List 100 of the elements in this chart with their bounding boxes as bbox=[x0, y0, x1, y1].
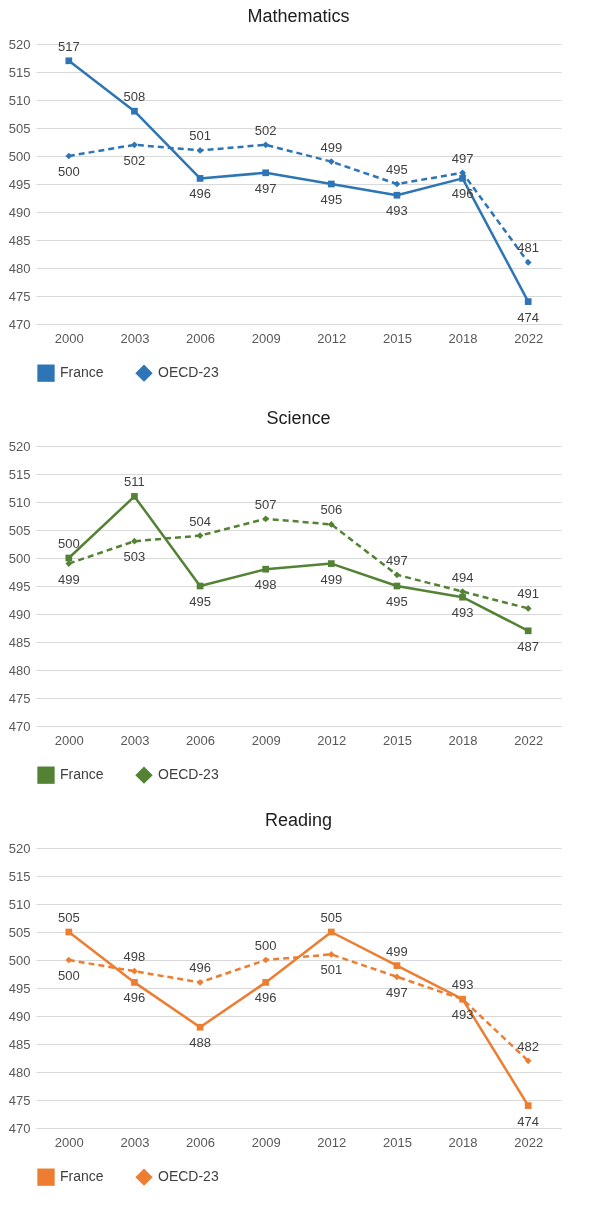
y-tick-label: 505 bbox=[8, 522, 31, 538]
data-label: 500 bbox=[57, 164, 80, 179]
data-label: 501 bbox=[320, 962, 343, 978]
point bbox=[393, 180, 401, 188]
x-tick-label: 2018 bbox=[448, 330, 478, 346]
y-tick-label: 490 bbox=[8, 1008, 31, 1024]
y-tick-label: 470 bbox=[8, 316, 31, 332]
point bbox=[262, 515, 270, 523]
data-label: 499 bbox=[320, 571, 343, 587]
y-tick-label: 475 bbox=[8, 690, 31, 706]
y-tick-label: 470 bbox=[8, 718, 31, 734]
data-label: 501 bbox=[189, 128, 211, 144]
x-tick-label: 2009 bbox=[251, 330, 281, 346]
point bbox=[131, 493, 138, 500]
y-tick-label: 500 bbox=[8, 148, 31, 164]
point bbox=[65, 560, 73, 567]
x-tick-label: 2006 bbox=[186, 1134, 216, 1150]
point bbox=[327, 951, 335, 958]
y-tick-label: 510 bbox=[8, 92, 31, 108]
y-tick-label: 495 bbox=[8, 980, 31, 996]
point bbox=[327, 560, 335, 567]
data-label: 503 bbox=[123, 549, 146, 565]
point bbox=[131, 967, 138, 975]
x-tick-label: 2003 bbox=[120, 330, 150, 346]
point bbox=[459, 588, 466, 595]
point bbox=[393, 962, 401, 969]
data-label: 507 bbox=[254, 496, 277, 512]
legend-label: OECD-23 bbox=[158, 1168, 219, 1185]
point bbox=[524, 1102, 532, 1109]
point bbox=[131, 141, 138, 149]
point bbox=[196, 147, 204, 154]
x-tick-label: 2000 bbox=[54, 1134, 84, 1150]
x-tick-label: 2006 bbox=[186, 732, 216, 748]
x-tick-label: 2015 bbox=[382, 1134, 412, 1150]
data-label: 497 bbox=[386, 984, 408, 1000]
point bbox=[196, 1023, 204, 1031]
data-label: 493 bbox=[451, 977, 474, 993]
y-tick-label: 515 bbox=[8, 64, 31, 80]
y-tick-label: 510 bbox=[8, 896, 31, 912]
y-tick-label: 500 bbox=[8, 550, 31, 566]
data-label: 474 bbox=[517, 1113, 540, 1129]
point bbox=[524, 605, 532, 612]
data-label: 502 bbox=[254, 122, 277, 138]
legend-label: OECD-23 bbox=[158, 364, 219, 381]
y-tick-label: 485 bbox=[8, 232, 31, 248]
data-label: 500 bbox=[254, 938, 277, 953]
y-tick-label: 520 bbox=[8, 840, 31, 856]
y-tick-label: 475 bbox=[8, 288, 31, 304]
chart-title: Reading bbox=[264, 810, 333, 830]
point bbox=[393, 973, 401, 981]
y-tick-label: 485 bbox=[8, 634, 31, 650]
point bbox=[65, 956, 73, 964]
data-label: 496 bbox=[189, 960, 211, 976]
point bbox=[65, 152, 73, 160]
data-label: 487 bbox=[517, 638, 540, 654]
point bbox=[459, 169, 466, 177]
data-label: 504 bbox=[189, 513, 211, 529]
point bbox=[393, 191, 401, 199]
data-label: 502 bbox=[123, 152, 146, 168]
point bbox=[327, 521, 335, 528]
data-label: 499 bbox=[57, 571, 80, 587]
point bbox=[524, 298, 532, 305]
y-tick-label: 485 bbox=[8, 1036, 31, 1052]
point bbox=[196, 532, 204, 539]
data-label: 517 bbox=[57, 38, 80, 54]
x-tick-label: 2003 bbox=[120, 732, 150, 748]
data-label: 497 bbox=[254, 180, 277, 196]
y-tick-label: 520 bbox=[8, 36, 31, 52]
y-tick-label: 490 bbox=[8, 606, 31, 622]
data-label: 496 bbox=[254, 990, 277, 1006]
point bbox=[524, 1057, 532, 1065]
data-label: 500 bbox=[57, 536, 80, 551]
data-label: 495 bbox=[320, 192, 343, 207]
data-label: 481 bbox=[517, 240, 540, 256]
x-tick-label: 2018 bbox=[448, 1134, 478, 1150]
x-tick-label: 2022 bbox=[514, 1134, 544, 1150]
x-tick-label: 2000 bbox=[54, 330, 84, 346]
point bbox=[327, 158, 335, 165]
data-label: 495 bbox=[386, 162, 408, 177]
y-tick-label: 495 bbox=[8, 578, 31, 594]
point bbox=[524, 259, 532, 266]
x-tick-label: 2006 bbox=[186, 330, 216, 346]
point bbox=[131, 537, 138, 545]
y-tick-label: 515 bbox=[8, 868, 31, 884]
point bbox=[393, 571, 401, 579]
data-label: 498 bbox=[123, 949, 146, 965]
point bbox=[65, 57, 73, 65]
y-tick-label: 505 bbox=[8, 924, 31, 940]
data-label: 493 bbox=[386, 203, 408, 219]
x-tick-label: 2015 bbox=[382, 330, 412, 346]
x-tick-label: 2012 bbox=[317, 330, 347, 346]
legend-label: OECD-23 bbox=[158, 766, 219, 783]
x-tick-label: 2012 bbox=[317, 732, 347, 748]
x-tick-label: 2015 bbox=[382, 732, 412, 748]
data-label: 497 bbox=[451, 150, 474, 166]
point bbox=[196, 175, 204, 182]
chart-title: Science bbox=[266, 408, 331, 428]
data-label: 488 bbox=[189, 1035, 211, 1051]
chart-title: Mathematics bbox=[247, 6, 350, 26]
x-tick-label: 2003 bbox=[120, 1134, 150, 1150]
